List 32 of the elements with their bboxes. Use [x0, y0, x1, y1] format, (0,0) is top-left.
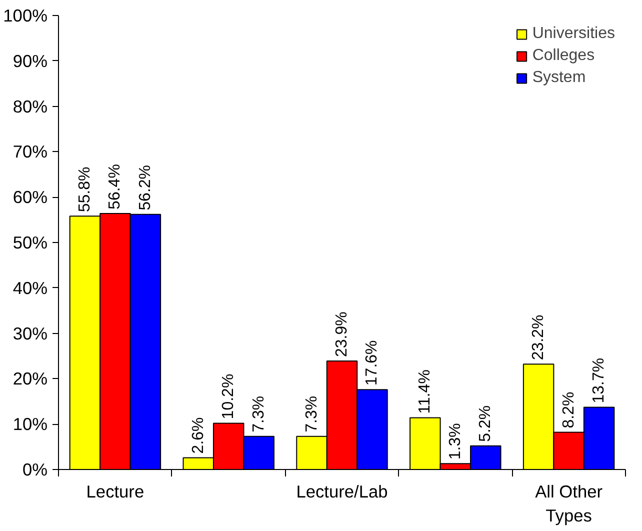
x-tick-label: Lecture/Lab	[296, 482, 388, 502]
y-tick-label: 90%	[12, 50, 48, 71]
y-tick-label: 50%	[12, 232, 48, 252]
data-label: 8.2%	[560, 392, 578, 428]
y-tick-label: 60%	[12, 187, 48, 208]
y-tick-label: 10%	[12, 414, 48, 434]
data-label: 7.3%	[250, 396, 268, 432]
data-label: 23.9%	[334, 312, 350, 357]
data-label: 17.6%	[364, 340, 381, 386]
data-label: 2.6%	[190, 417, 207, 454]
legend-label: Colleges	[532, 47, 595, 65]
y-tick-label: 70%	[12, 142, 48, 162]
data-label: 1.3%	[446, 423, 464, 460]
data-label: 7.3%	[303, 396, 320, 432]
data-label: 10.2%	[220, 374, 238, 420]
data-label: 23.2%	[530, 314, 548, 360]
legend-label: System	[532, 69, 586, 87]
data-label: 56.2%	[136, 164, 154, 210]
data-label: 55.8%	[76, 166, 94, 212]
data-label: 11.4%	[416, 370, 434, 414]
data-label: 56.4%	[106, 164, 124, 210]
y-tick-label: 30%	[12, 323, 48, 344]
x-tick-label: Lecture	[86, 482, 144, 502]
data-label: 13.7%	[590, 358, 608, 404]
x-tick-label: All Other Types	[535, 482, 603, 526]
legend-label: Universities	[532, 25, 615, 43]
y-tick-label: 40%	[12, 278, 48, 298]
y-tick-label: 20%	[12, 368, 48, 389]
y-tick-label: 80%	[12, 96, 48, 116]
data-label: 5.2%	[477, 405, 494, 442]
y-tick-label: 0%	[22, 460, 48, 480]
y-tick-label: 100%	[3, 6, 48, 26]
